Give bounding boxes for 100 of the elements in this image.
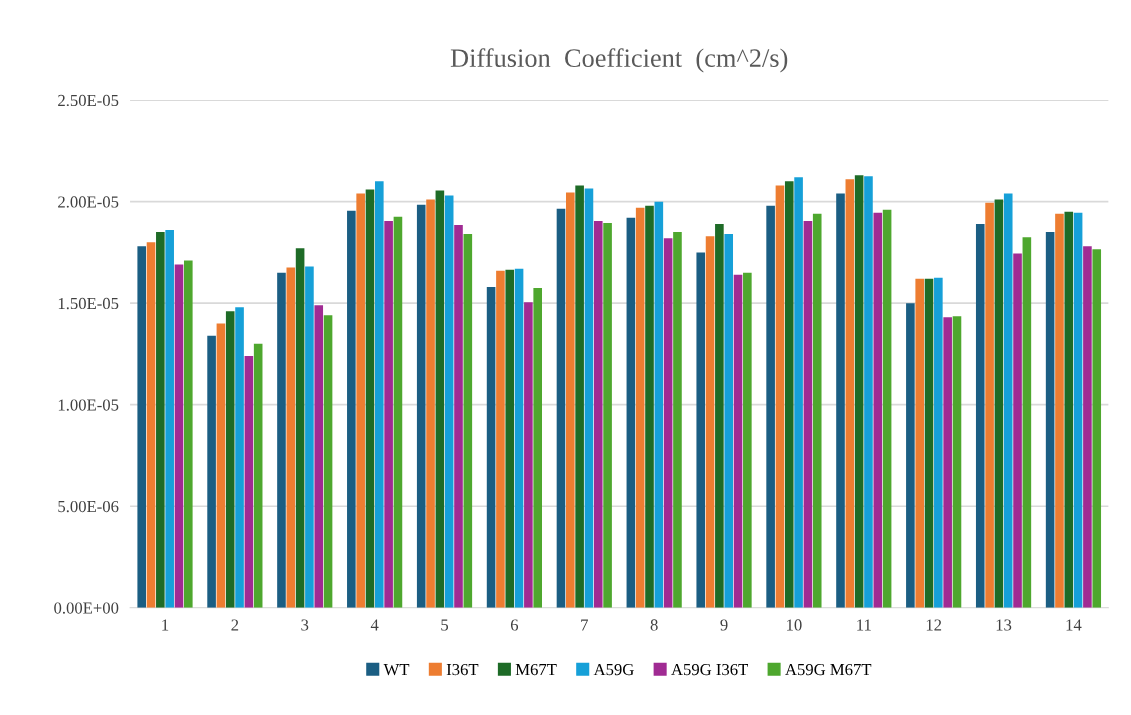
bar [812,213,822,608]
bar [994,199,1004,608]
bar [603,222,612,608]
bar [347,210,356,608]
bar [654,201,664,608]
bar [505,269,515,608]
y-tick-label: 2.50E-05 [58,94,119,107]
chart-title: Diffusion Coefficient (cm^2/s) [450,48,788,73]
bar [305,266,314,608]
bar [146,242,156,608]
bar [1083,246,1092,608]
bar [584,188,594,608]
bar [435,190,445,608]
bar [277,272,286,608]
bar [1003,193,1013,608]
bar [454,224,463,608]
legend-label: A59G [593,663,634,676]
bar [496,270,505,608]
bar [733,274,743,608]
bar [952,316,962,608]
bar [575,185,584,608]
bar [1073,212,1083,608]
bar [384,220,393,608]
y-tick-label: 5.00E-06 [58,500,119,513]
bar [775,185,785,608]
bar [766,205,775,608]
bar [696,252,706,608]
bar [645,205,654,608]
bar [365,189,375,608]
bar [593,220,603,608]
bar [906,303,915,608]
bar [514,268,524,608]
bar [845,179,855,608]
bar [873,212,883,608]
bar [864,176,873,608]
bar [794,177,803,608]
bar [663,238,673,608]
bar [803,220,813,608]
bar [673,232,682,608]
bar [556,208,566,608]
bar [225,311,235,608]
x-tick-label: 8 [650,619,658,631]
bar [216,323,226,608]
bar [1022,237,1032,608]
bar [743,272,752,608]
bar [784,181,794,608]
bar [174,264,184,608]
x-tick-label: 11 [857,619,871,631]
y-tick-label: 2.00E-05 [58,196,119,208]
x-tick-label: 13 [996,619,1012,631]
bar [183,260,193,608]
bar [486,286,496,608]
legend-label: WT [383,664,410,676]
bar [323,315,333,608]
bar [314,305,324,608]
bar [836,193,845,608]
bar [924,278,934,608]
x-tick-label: 9 [720,619,728,631]
bar [244,355,254,608]
bar [1055,213,1064,608]
y-tick-label: 0.00E+00 [54,602,119,614]
legend-label: A59G M67T [785,663,872,676]
legend-label: I36T [446,663,479,676]
bar [934,277,943,608]
bar [426,199,435,608]
x-tick-label: 1 [162,619,169,631]
bar [463,234,473,608]
y-tick-label: 1.50E-05 [58,297,119,310]
bar [724,234,734,608]
bar [715,223,724,608]
bar [286,267,296,608]
bar [207,335,216,608]
bar [253,343,263,608]
x-tick-label: 4 [370,619,379,631]
bar [165,230,174,608]
bar [566,192,575,608]
bar [235,307,244,608]
bar [985,202,994,608]
bar [374,181,384,608]
x-tick-label: 3 [301,619,309,631]
x-tick-label: 6 [510,619,519,631]
bar [524,302,533,608]
bar [1092,249,1102,608]
bar [1064,211,1074,608]
bar [635,207,645,608]
x-tick-label: 12 [926,619,942,631]
bar [444,195,454,608]
x-tick-label: 14 [1066,619,1082,631]
bar [705,236,715,608]
legend-label: M67T [515,663,557,676]
legend-label: A59G I36T [671,663,748,676]
bar [156,232,165,608]
bar [393,216,403,608]
bar [626,217,636,608]
bar [533,287,543,608]
bar [854,175,864,608]
x-tick-label: 5 [441,619,449,631]
bar [1013,253,1022,608]
bar [915,278,925,608]
bar [295,248,305,608]
